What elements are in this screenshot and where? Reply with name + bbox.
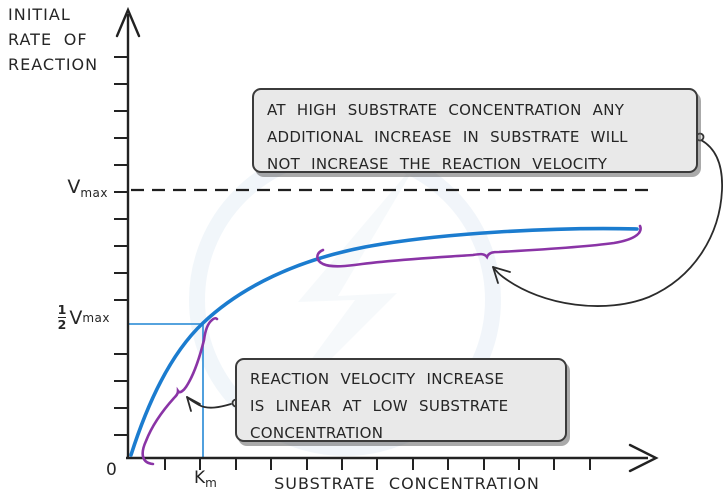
half-vmax-km-guide-lines [129,323,204,458]
low-substrate-callout: REACTION VELOCITY INCREASE IS LINEAR AT … [235,358,567,442]
arrowhead-icon [186,396,201,412]
michaelis-menten-curve [129,226,639,457]
origin-label: 0 [106,460,117,480]
x-axis-title: SUBSTRATE CONCENTRATION [274,474,540,493]
y-axis-ticks [114,56,128,436]
fraction-denominator: 2 [57,316,67,332]
high-substrate-callout: AT HIGH SUBSTRATE CONCENTRATION ANY ADDI… [252,88,698,173]
vmax-subscript: max [82,310,110,325]
vmax-symbol: V [69,306,83,329]
one-half-fraction: 1 2 [57,302,67,332]
y-axis-title: INITIAL RATE OF REACTION [8,5,99,74]
plateau-region-brace [316,224,642,268]
vmax-symbol: V [67,176,81,198]
y-axis-arrowhead-icon [115,6,141,38]
km-symbol: K [194,468,206,488]
linear-region-brace [141,317,219,466]
km-label: Km [194,468,217,490]
x-axis-arrowhead-icon [628,443,659,473]
fraction-numerator: 1 [57,302,67,317]
x-axis-ticks [164,458,591,470]
vmax-label: Vmax [48,176,108,200]
km-subscript: m [205,476,218,490]
vmax-subscript: max [80,186,108,200]
arrowhead-icon [492,266,511,284]
